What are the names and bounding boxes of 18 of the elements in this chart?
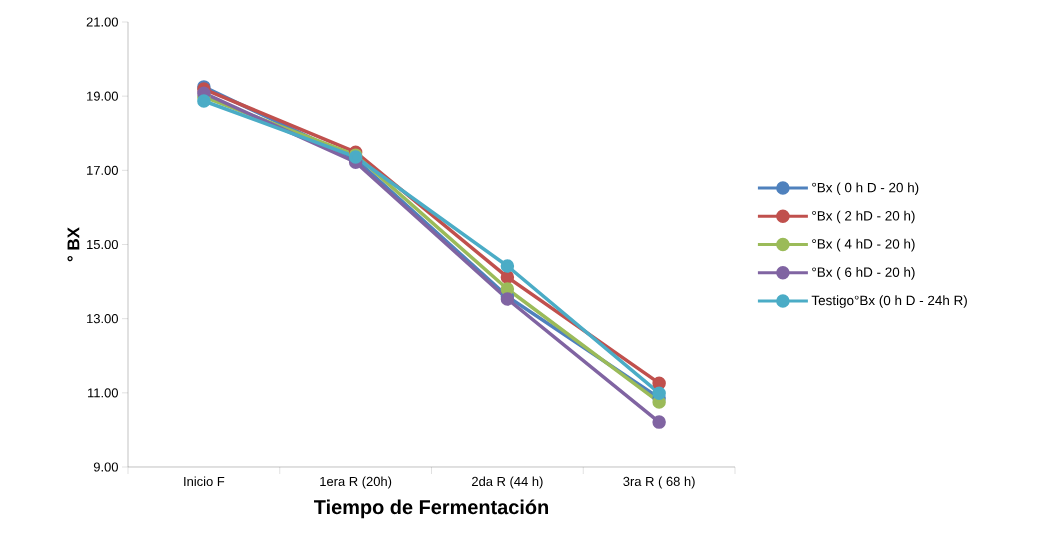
y-tick-label: 19.00 [87, 91, 118, 101]
y-tick-label: 11.00 [88, 388, 118, 398]
x-tick-label: 3ra R ( 68 h) [623, 476, 695, 489]
y-tick-label: 17.00 [87, 165, 118, 175]
legend-label: °Bx ( 6 hD - 20 h) [812, 267, 915, 280]
legend-label: °Bx ( 4 hD - 20 h) [812, 238, 915, 252]
y-tick-label: 15.00 [87, 239, 118, 250]
y-tick-label: 21.00 [86, 17, 118, 27]
y-tick-label: 9.00 [93, 462, 118, 472]
y-tick-label: 13.00 [87, 314, 118, 324]
legend-label: °Bx ( 0 h D - 20 h) [812, 182, 919, 195]
x-axis-title: Tiempo de Fermentación [313, 499, 548, 519]
x-tick-label: Inicio F [184, 476, 225, 487]
x-tick-label: 1era R (20h) [320, 476, 392, 489]
legend-label: °Bx ( 2 hD - 20 h) [812, 210, 915, 224]
y-axis-title: ° BX [67, 227, 80, 262]
legend-label: Testigo°Bx (0 h D - 24h R) [811, 295, 967, 308]
x-tick-label: 2da R (44 h) [472, 476, 543, 489]
